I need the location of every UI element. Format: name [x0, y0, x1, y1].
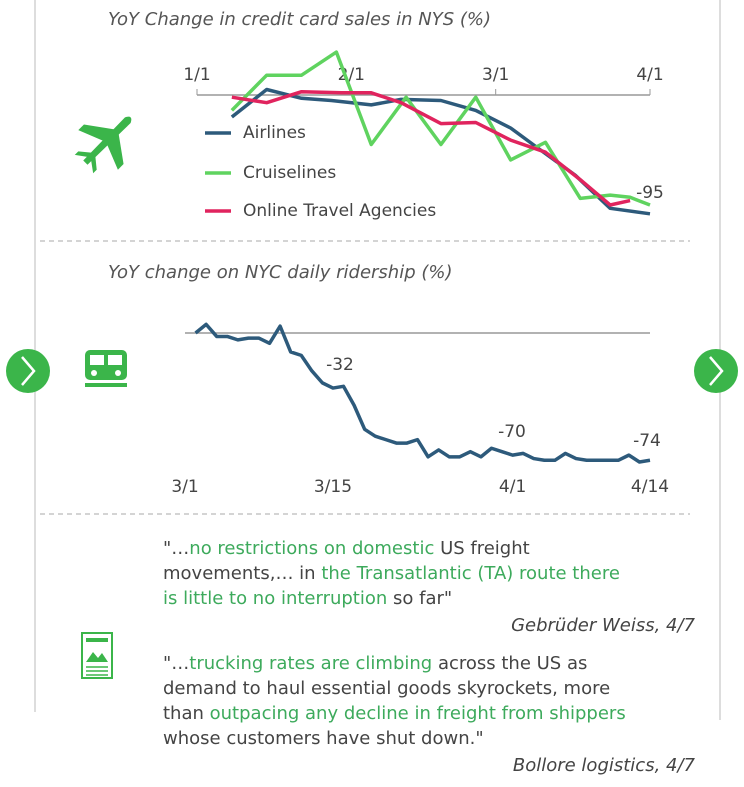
quote-highlight: outpacing any decline in freight from sh… — [209, 703, 626, 724]
data-line — [231, 89, 631, 207]
data-line — [230, 50, 651, 207]
legend-label: Cruiselines — [243, 163, 336, 183]
chart-title: YoY change on NYC daily ridership (%) — [108, 262, 453, 283]
quote-source: Bollore logistics, 4/7 — [512, 755, 695, 776]
data-line — [194, 322, 651, 464]
legend-label: Airlines — [243, 123, 306, 143]
quote-highlight: the Transatlantic (TA) route there is li… — [163, 563, 620, 609]
document-icon — [81, 632, 113, 679]
quote-source: Gebrüder Weiss, 4/7 — [511, 615, 695, 636]
quote-text: across the US as demand to haul essentia… — [163, 653, 611, 724]
data-line — [230, 87, 651, 216]
annotation: -95 — [636, 183, 664, 203]
quote-text: whose customers have shut down." — [163, 728, 484, 749]
quote-highlight: no restrictions on domestic — [189, 538, 435, 559]
quote-text: US freight movements,… in — [163, 538, 530, 584]
annotation: -32 — [326, 355, 354, 375]
chart-title: YoY Change in credit card sales in NYS (… — [108, 9, 491, 30]
x-tick-label: 3/15 — [314, 477, 352, 497]
x-tick-label: 3/1 — [482, 65, 509, 85]
x-tick-label: 4/14 — [631, 477, 669, 497]
quote-text: "… — [163, 653, 190, 674]
plane-icon — [74, 116, 132, 174]
x-tick-label: 4/1 — [636, 65, 663, 85]
x-tick-label: 4/1 — [499, 477, 526, 497]
quote: "…no restrictions on domestic US freight… — [163, 536, 633, 611]
prev-button[interactable] — [6, 349, 50, 393]
annotation: -70 — [498, 422, 526, 442]
quote-highlight: trucking rates are climbing — [189, 653, 433, 674]
quote-text: "… — [163, 538, 190, 559]
quote-text: so far" — [387, 588, 453, 609]
x-tick-label: 3/1 — [171, 477, 198, 497]
quote: "…trucking rates are climbing across the… — [163, 651, 633, 751]
legend-label: Online Travel Agencies — [243, 201, 436, 221]
train-icon — [85, 350, 127, 387]
x-tick-label: 1/1 — [183, 65, 210, 85]
annotation: -74 — [633, 431, 661, 451]
next-button[interactable] — [694, 349, 738, 393]
